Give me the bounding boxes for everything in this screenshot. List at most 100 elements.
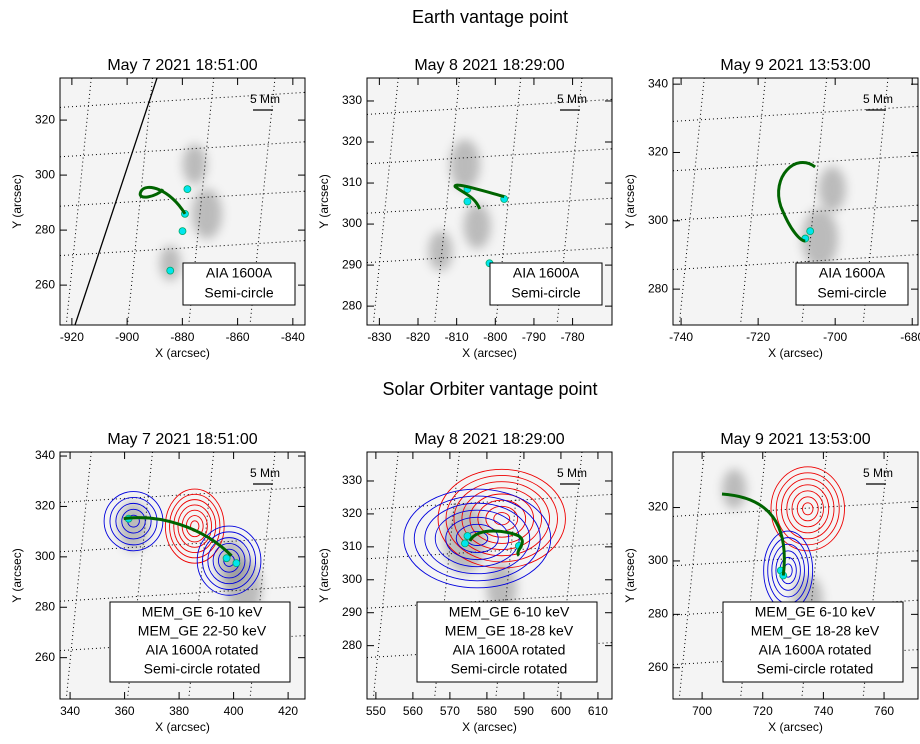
coordinate-grid <box>673 105 918 122</box>
coordinate-grid <box>367 98 612 115</box>
x-tick-label: 740 <box>813 704 833 718</box>
y-tick-label: 320 <box>342 506 362 520</box>
contour <box>202 531 257 590</box>
y-tick-label: 300 <box>648 553 668 567</box>
y-tick-label: 320 <box>35 499 55 513</box>
x-tick-label: 580 <box>477 704 497 718</box>
contour <box>786 484 830 534</box>
coordinate-grid <box>434 78 460 325</box>
coordinate-grid <box>65 452 92 699</box>
x-axis-label: X (arcsec) <box>768 346 823 360</box>
y-tick-label: 280 <box>35 222 55 236</box>
aia-kernel <box>463 197 472 206</box>
coordinate-grid <box>188 78 215 325</box>
coordinate-grid <box>801 78 828 325</box>
y-tick-label: 320 <box>342 134 362 148</box>
legend-box <box>722 601 904 683</box>
legend-entry: Semi-circle rotated <box>757 661 874 677</box>
solar-limb <box>74 78 158 325</box>
coordinate-grid <box>740 78 766 325</box>
coordinate-grid <box>673 155 918 172</box>
x-tick-label: -860 <box>226 330 250 344</box>
y-tick-label: 330 <box>342 473 362 487</box>
x-tick-label: -780 <box>561 330 585 344</box>
panel: -830 -820 -810 -800 -790 -780 280 290 300 310 320 3… <box>317 57 613 360</box>
aia-kernel <box>232 559 241 568</box>
contour <box>424 502 531 575</box>
coordinate-grid <box>65 78 92 325</box>
panel-title: May 7 2021 18:51:00 <box>107 431 257 448</box>
y-tick-label: 340 <box>648 76 668 90</box>
legend-entry: MEM_GE 18-28 keV <box>751 623 880 639</box>
legend-entry: Semi-circle rotated <box>144 661 261 677</box>
y-tick-label: 310 <box>342 539 362 553</box>
x-tick-label: 420 <box>278 704 298 718</box>
x-tick-label: -700 <box>823 330 847 344</box>
coordinate-grid <box>60 486 305 503</box>
plot-frame <box>672 451 919 700</box>
legend-entry: Semi-circle rotated <box>451 661 568 677</box>
contour <box>109 496 158 546</box>
x-axis-label: X (arcsec) <box>155 720 210 734</box>
x-tick-label: 600 <box>551 704 571 718</box>
x-tick-label: -880 <box>170 330 194 344</box>
legend-entry: AIA 1600A rotated <box>146 642 259 658</box>
coordinate-grid <box>372 452 399 699</box>
aia-kernel <box>178 227 187 236</box>
coordinate-grid <box>60 141 305 158</box>
coordinate-grid <box>495 78 522 325</box>
aia-kernel <box>222 554 231 563</box>
x-axis-label: X (arcsec) <box>768 720 823 734</box>
legend-box <box>182 262 296 306</box>
coordinate-grid <box>367 493 612 510</box>
scale-label: 5 Mm <box>250 466 280 480</box>
y-axis-label: Y (arcsec) <box>10 548 24 602</box>
coordinate-grid <box>60 536 305 553</box>
coordinate-grid <box>367 197 612 214</box>
y-tick-label: 320 <box>648 500 668 514</box>
coordinate-grid <box>367 247 612 264</box>
coordinate-grid <box>678 78 705 325</box>
y-axis-label: Y (arcsec) <box>317 174 331 228</box>
y-tick-label: 280 <box>342 638 362 652</box>
contour <box>413 495 541 582</box>
legend-entry: AIA 1600A <box>206 265 273 281</box>
semi-circle <box>721 492 786 576</box>
coordinate-grid <box>367 148 612 165</box>
coordinate-grid <box>556 78 583 325</box>
y-tick-label: 260 <box>35 650 55 664</box>
legend-entry: Semi-circle <box>817 285 886 301</box>
legend-entry: AIA 1600A rotated <box>453 642 566 658</box>
plot-frame <box>672 77 919 326</box>
semi-circle <box>468 529 524 557</box>
y-tick-label: 280 <box>342 298 362 312</box>
panel: -740 -720 -700 -680 280 300 320 340 May 9 2021 1… <box>623 57 920 360</box>
x-tick-label: -680 <box>900 330 920 344</box>
x-tick-label: 550 <box>366 704 386 718</box>
x-tick-label: -790 <box>522 330 546 344</box>
panel-title: May 7 2021 18:51:00 <box>107 57 257 74</box>
x-tick-label: -900 <box>115 330 139 344</box>
aia-kernel <box>463 532 472 540</box>
y-tick-label: 290 <box>342 605 362 619</box>
emission <box>463 203 491 249</box>
y-tick-label: 300 <box>342 572 362 586</box>
y-tick-label: 300 <box>35 167 55 181</box>
y-axis-label: Y (arcsec) <box>317 548 331 602</box>
section-heading: Earth vantage point <box>412 7 568 27</box>
coordinate-grid <box>188 452 215 699</box>
x-axis-label: X (arcsec) <box>462 720 517 734</box>
legend-entry: MEM_GE 6-10 keV <box>755 604 876 620</box>
contour <box>455 523 499 554</box>
coordinate-grid <box>556 452 583 699</box>
x-tick-label: 360 <box>115 704 135 718</box>
coordinate-grid <box>372 78 399 325</box>
contour <box>207 537 251 585</box>
scale-label: 5 Mm <box>250 92 280 106</box>
legend-entry: Semi-circle <box>511 285 580 301</box>
x-tick-label: -800 <box>483 330 507 344</box>
contour <box>115 502 152 540</box>
legend-entry: MEM_GE 22-50 keV <box>138 623 267 639</box>
contour <box>437 468 566 569</box>
